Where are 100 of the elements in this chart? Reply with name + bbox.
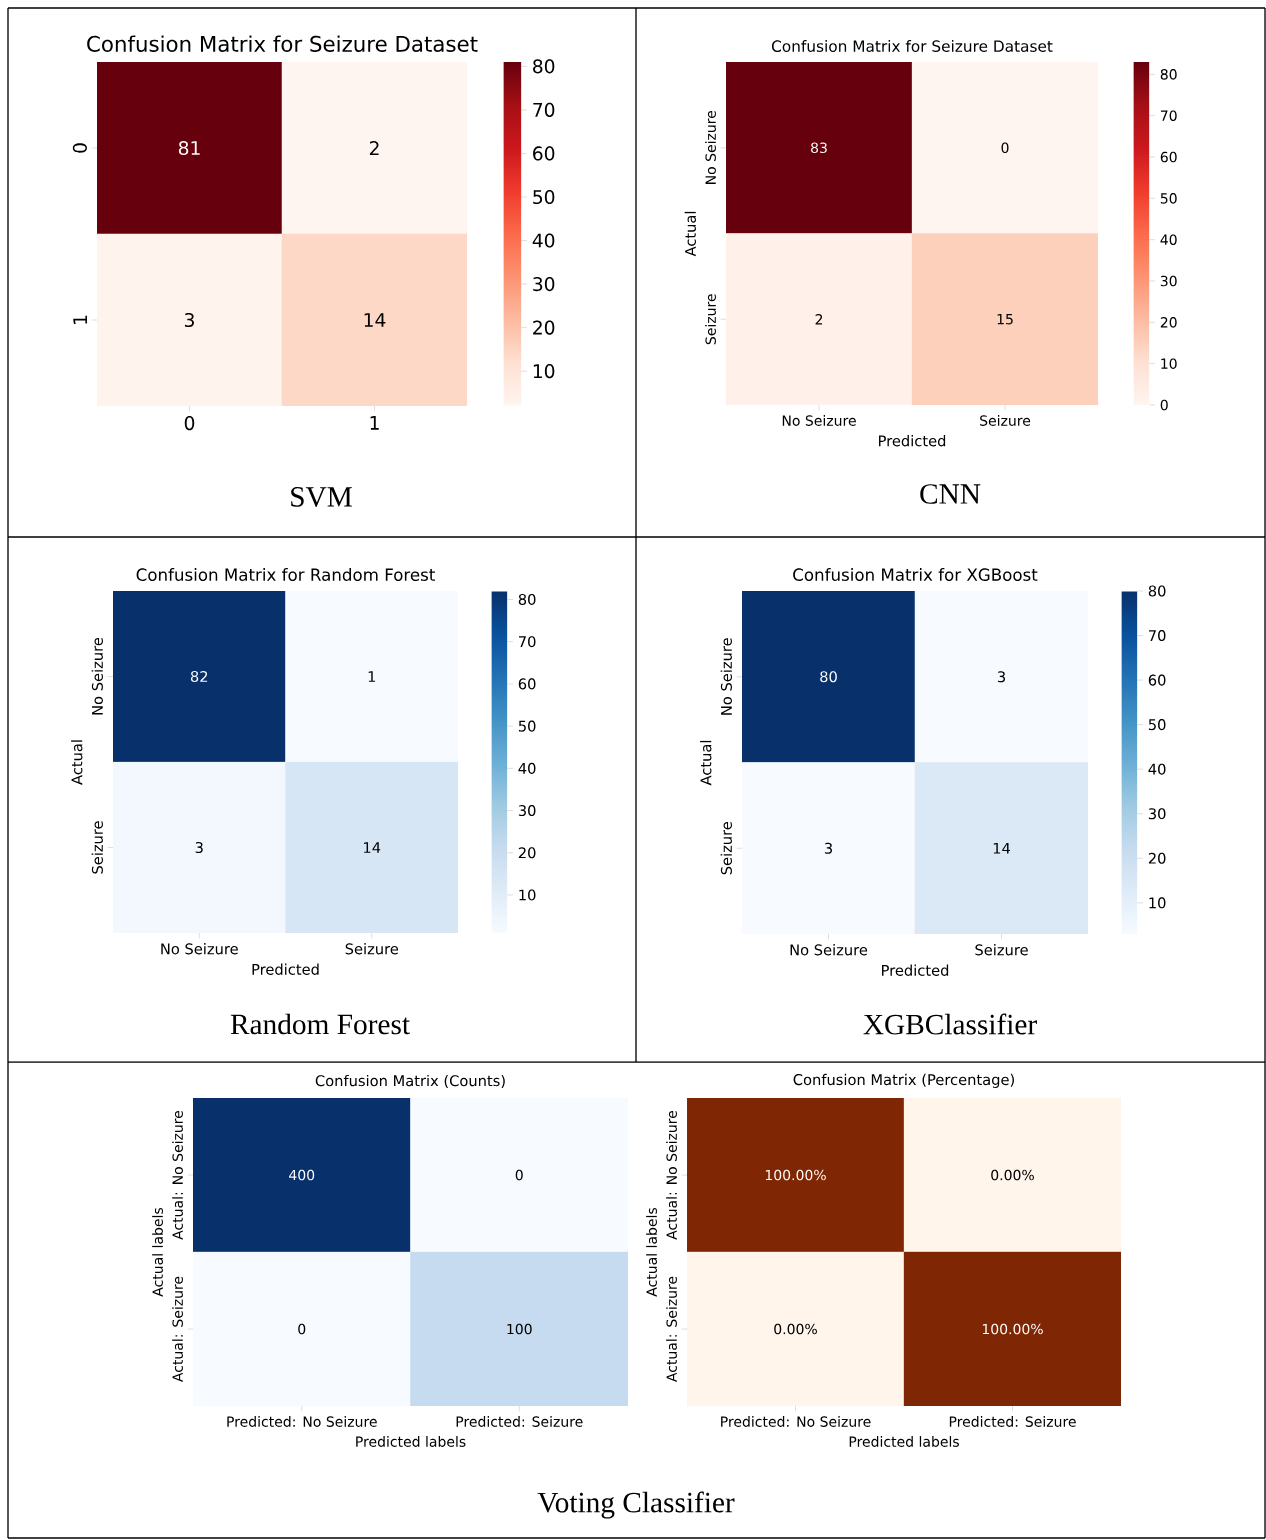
x-tick-label: Predicted: Seizure bbox=[456, 1416, 583, 1427]
color-bar-label: 0 bbox=[1160, 399, 1168, 411]
color-bar-label: 50 bbox=[1160, 193, 1177, 204]
y-tick-label: Seizure bbox=[91, 821, 103, 874]
color-bar-label: 10 bbox=[533, 364, 555, 379]
data-label: 82 bbox=[190, 670, 208, 683]
y-tick-label: Actual: Seizure bbox=[666, 1276, 677, 1383]
data-label: 15 bbox=[997, 314, 1013, 325]
data-label: 80 bbox=[820, 671, 837, 683]
color-bar-label: 60 bbox=[533, 146, 555, 161]
data-label: 83 bbox=[811, 142, 827, 154]
data-label: 0 bbox=[298, 1323, 306, 1335]
y-axis-title: Actual bbox=[684, 211, 696, 257]
x-axis-title: Predicted bbox=[252, 963, 319, 975]
color-bar-label: 80 bbox=[518, 593, 536, 605]
y-tick-label: Actual: No Seizure bbox=[666, 1110, 677, 1240]
y-axis-title: Actual bbox=[700, 740, 712, 786]
x-tick-label: No Seizure bbox=[790, 944, 868, 956]
color-bar-label: 70 bbox=[1160, 110, 1177, 122]
data-label: 81 bbox=[178, 140, 200, 156]
color-bar-label: 40 bbox=[532, 233, 555, 248]
chart-title: Confusion Matrix for Random Forest bbox=[136, 568, 435, 581]
data-label: 0 bbox=[1001, 142, 1009, 154]
y-axis-title: Actual bbox=[71, 740, 83, 785]
color-bar-label: 80 bbox=[1160, 69, 1177, 80]
x-tick-label: Seizure bbox=[975, 944, 1028, 956]
data-label: 0.00% bbox=[991, 1169, 1034, 1181]
chart-title: Confusion Matrix for Seizure Dataset bbox=[771, 40, 1053, 52]
text: XGBClassifier bbox=[863, 1013, 1037, 1035]
color-bar-label: 70 bbox=[1149, 630, 1166, 642]
data-label: 2 bbox=[369, 141, 379, 155]
x-tick-label: Predicted: No Seizure bbox=[721, 1416, 871, 1427]
data-label: 14 bbox=[364, 842, 381, 853]
color-bar-label: 10 bbox=[1161, 358, 1177, 369]
data-label: 3 bbox=[824, 842, 832, 854]
y-tick-label: No Seizure bbox=[720, 638, 732, 715]
x-tick-label: No Seizure bbox=[161, 943, 238, 955]
data-label: 3 bbox=[997, 671, 1005, 683]
color-bar-label: 40 bbox=[518, 762, 536, 774]
text: Voting Classifier bbox=[537, 1491, 735, 1519]
color-bar-label: 30 bbox=[1160, 275, 1177, 287]
y-axis-title: Actual labels bbox=[646, 1207, 657, 1297]
data-label: 0 bbox=[515, 1169, 523, 1181]
y-tick-label: Actual: No Seizure bbox=[172, 1110, 183, 1240]
color-bar-label: 30 bbox=[1148, 808, 1166, 820]
data-label: 3 bbox=[184, 312, 194, 328]
x-tick-label: 0 bbox=[184, 416, 195, 431]
x-tick-label: Seizure bbox=[345, 943, 399, 955]
color-bar-label: 80 bbox=[1148, 585, 1166, 597]
y-tick-label: Actual: Seizure bbox=[172, 1276, 183, 1383]
text: CNN bbox=[920, 484, 981, 504]
data-label: 14 bbox=[364, 313, 386, 327]
data-label: 2 bbox=[815, 314, 823, 325]
y-tick-label: Seizure bbox=[720, 821, 732, 875]
y-tick-label: No Seizure bbox=[705, 110, 716, 184]
color-bar-label: 20 bbox=[533, 320, 555, 335]
color-bar-label: 60 bbox=[1148, 674, 1166, 686]
x-axis-title: Predicted labels bbox=[849, 1436, 959, 1447]
color-bar-label: 80 bbox=[533, 59, 555, 74]
data-label: 0.00% bbox=[774, 1323, 817, 1335]
chart-title: Confusion Matrix (Percentage) bbox=[793, 1073, 1014, 1088]
data-label: 3 bbox=[195, 841, 203, 854]
x-tick-label: Predicted: Seizure bbox=[949, 1416, 1076, 1427]
data-label: 100 bbox=[507, 1323, 532, 1335]
chart-title: Confusion Matrix for Seizure Dataset bbox=[87, 35, 478, 52]
x-tick-label: 1 bbox=[370, 416, 379, 430]
data-label: 100.00% bbox=[765, 1169, 826, 1181]
color-bar-label: 40 bbox=[1148, 763, 1166, 775]
color-bar-label: 50 bbox=[518, 720, 536, 732]
color-bar-label: 20 bbox=[518, 847, 536, 859]
color-bar-label: 70 bbox=[533, 102, 555, 117]
color-bar-label: 50 bbox=[1148, 719, 1166, 731]
y-axis-title: Actual labels bbox=[152, 1207, 163, 1297]
color-bar-label: 20 bbox=[1160, 317, 1177, 328]
chart-title: Confusion Matrix for XGBoost bbox=[793, 568, 1038, 581]
data-label: 14 bbox=[993, 842, 1011, 854]
y-tick-label: Seizure bbox=[705, 294, 716, 345]
y-tick-label: No Seizure bbox=[91, 637, 103, 715]
color-bar-label: 30 bbox=[518, 805, 536, 817]
data-label: 400 bbox=[289, 1169, 315, 1181]
x-tick-label: No Seizure bbox=[782, 415, 856, 426]
x-tick-label: Seizure bbox=[980, 415, 1031, 426]
x-tick-label: Predicted: No Seizure bbox=[227, 1416, 377, 1427]
text: Random Forest bbox=[230, 1013, 410, 1035]
color-bar-label: 60 bbox=[1160, 151, 1177, 163]
color-bar-label: 30 bbox=[533, 277, 555, 292]
text: SVM bbox=[291, 487, 352, 507]
x-axis-title: Predicted bbox=[882, 964, 949, 976]
color-bar-label: 60 bbox=[518, 678, 536, 690]
color-bar-label: 10 bbox=[519, 889, 536, 901]
x-axis-title: Predicted bbox=[879, 435, 946, 447]
data-label: 1 bbox=[368, 671, 376, 682]
color-bar-label: 50 bbox=[533, 189, 555, 205]
data-label: 100.00% bbox=[982, 1323, 1043, 1335]
chart-title: Confusion Matrix (Counts) bbox=[315, 1074, 505, 1088]
x-axis-title: Predicted labels bbox=[356, 1436, 466, 1447]
color-bar-label: 10 bbox=[1149, 897, 1166, 909]
color-bar-label: 70 bbox=[519, 636, 536, 648]
color-bar-label: 40 bbox=[1160, 234, 1177, 245]
color-bar-label: 20 bbox=[1148, 852, 1166, 864]
